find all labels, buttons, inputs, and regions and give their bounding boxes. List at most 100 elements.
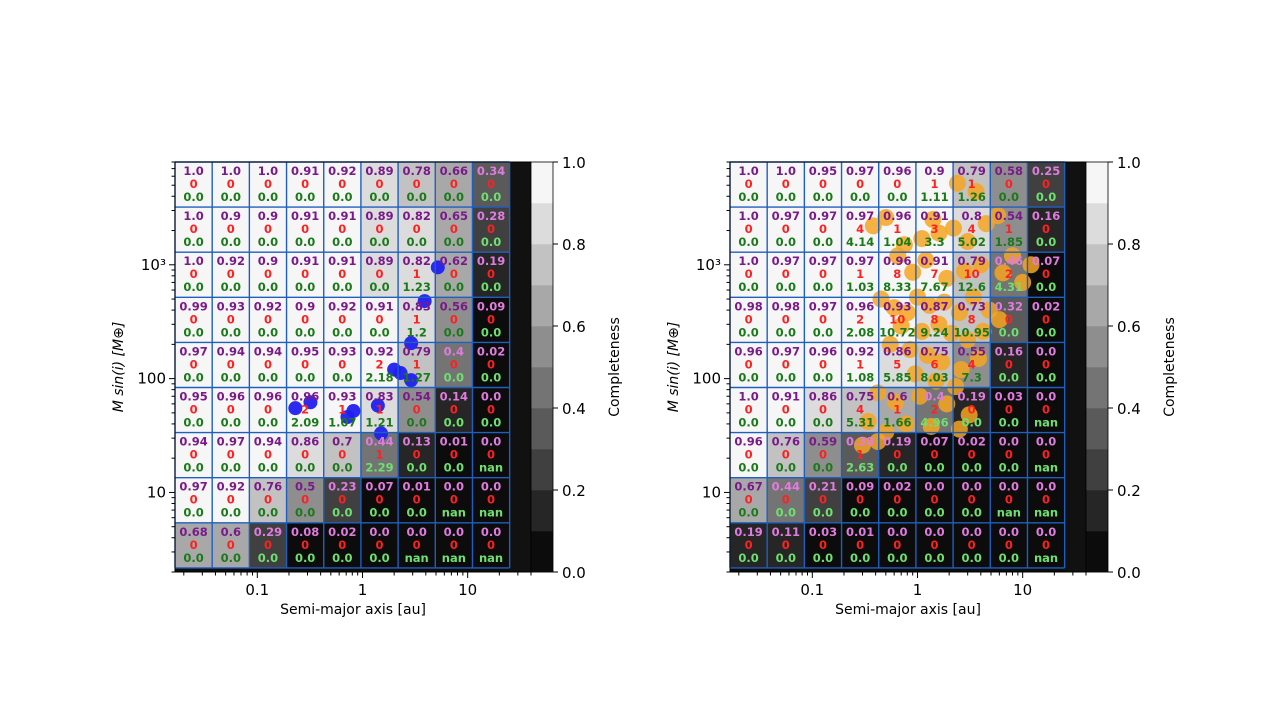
colorbar-tick-label: 0.6	[1117, 318, 1141, 336]
cell-count: 0	[487, 357, 495, 371]
completeness-cell	[730, 252, 768, 298]
cell-completeness: 0.73	[957, 299, 985, 313]
planet-marker	[859, 413, 877, 431]
cell-occurrence: nan	[1034, 551, 1058, 565]
cell-completeness: 0.93	[883, 299, 911, 313]
cell-count: 0	[413, 222, 421, 236]
cell-completeness: 0.89	[365, 209, 393, 223]
cell-occurrence: nan	[479, 551, 503, 565]
cell-occurrence: 0.0	[406, 461, 426, 475]
cell-completeness: 0.96	[254, 390, 282, 404]
cell-completeness: 0.0	[444, 525, 464, 539]
cell-occurrence: 0.0	[999, 416, 1019, 430]
cell-completeness: 0.46	[995, 254, 1023, 268]
cell-count: 0	[782, 267, 790, 281]
cell-count: 0	[375, 177, 383, 191]
completeness-cell	[841, 252, 880, 298]
cell-count: 2	[375, 357, 383, 371]
cell-count: 0	[264, 357, 272, 371]
completeness-cell	[398, 162, 436, 208]
completeness-field	[175, 162, 531, 572]
colorbar-band	[531, 449, 553, 491]
cell-occurrence: 0.0	[369, 551, 389, 565]
cell-occurrence: 0.0	[444, 235, 464, 249]
cell-completeness: 1.0	[738, 390, 758, 404]
cell-count: 0	[190, 403, 198, 417]
cell-occurrence: 0.0	[813, 370, 833, 384]
cell-count: 1	[893, 403, 901, 417]
cell-count: 0	[856, 177, 864, 191]
cell-occurrence: 0.0	[221, 551, 241, 565]
cell-count: 0	[375, 312, 383, 326]
cell-completeness: 0.96	[734, 435, 762, 449]
cell-occurrence: 0.0	[258, 370, 278, 384]
completeness-cell	[398, 252, 436, 298]
cell-occurrence: 0.0	[444, 280, 464, 294]
cell-occurrence: 0.0	[738, 506, 758, 520]
cell-occurrence: 0.0	[258, 325, 278, 339]
cell-completeness: 0.09	[846, 480, 874, 494]
completeness-cell	[212, 162, 250, 208]
cell-count: 0	[450, 448, 458, 462]
cell-occurrence: 0.0	[776, 506, 796, 520]
y-axis: 10 100 10³ M sin(i) [M⊕]	[111, 161, 175, 573]
completeness-cell	[175, 522, 213, 569]
cell-count: 0	[413, 538, 421, 552]
cell-count: 4	[968, 222, 976, 236]
planet-markers	[853, 174, 1040, 454]
cell-count: 0	[227, 403, 235, 417]
cell-completeness: 0.92	[217, 480, 245, 494]
cell-count: 0	[264, 448, 272, 462]
cell-occurrence: 0.0	[776, 235, 796, 249]
cell-occurrence: nan	[442, 506, 466, 520]
planet-marker	[346, 403, 361, 418]
colorbar-frame	[1085, 161, 1109, 573]
cell-completeness: 0.97	[846, 164, 874, 178]
cell-completeness: 0.92	[328, 164, 356, 178]
cell-completeness: 0.94	[254, 344, 282, 358]
colorbar-band	[1086, 408, 1108, 450]
completeness-cell	[730, 477, 768, 524]
cell-occurrence: nan	[479, 461, 503, 475]
colorbar-band	[1086, 285, 1108, 327]
cell-occurrence: 0.0	[481, 416, 501, 430]
completeness-cell	[730, 387, 768, 434]
cell-count: 0	[338, 267, 346, 281]
completeness-cell	[1027, 297, 1066, 343]
cell-occurrence: 0.0	[332, 190, 352, 204]
cell-occurrence: 5.02	[957, 235, 985, 249]
cell-completeness: 0.94	[179, 435, 207, 449]
completeness-cell	[360, 522, 399, 569]
planet-marker	[922, 417, 940, 435]
cell-count: 0	[413, 177, 421, 191]
completeness-cell	[767, 162, 805, 208]
cell-completeness: 0.93	[217, 299, 245, 313]
cell-completeness: 0.92	[846, 344, 874, 358]
cell-occurrence: 0.0	[961, 551, 981, 565]
cell-count: 0	[782, 177, 790, 191]
cell-occurrence: 0.0	[295, 551, 315, 565]
completeness-cell	[175, 297, 213, 343]
cell-completeness: 0.67	[734, 480, 762, 494]
cell-completeness: 0.91	[920, 209, 948, 223]
cell-completeness: 0.0	[999, 480, 1019, 494]
x-tick-label: 10	[458, 581, 477, 599]
cell-completeness: 0.6	[887, 390, 907, 404]
cell-occurrence: 0.0	[221, 461, 241, 475]
planet-marker	[913, 230, 931, 248]
cell-completeness: 0.97	[179, 480, 207, 494]
colorbar-tick-label: 0.2	[562, 482, 586, 500]
cell-completeness: 0.29	[254, 525, 282, 539]
completeness-cell	[286, 162, 325, 208]
cell-occurrence: 2.08	[846, 325, 874, 339]
completeness-cell	[804, 252, 843, 298]
cell-count: 0	[893, 177, 901, 191]
y-axis-label: M sin(i) [M⊕]	[111, 322, 127, 413]
colorbar-tick-label: 0.0	[1117, 564, 1141, 582]
cell-occurrence: 2.18	[365, 370, 393, 384]
cell-occurrence: 0.0	[332, 506, 352, 520]
cell-completeness: 0.0	[999, 525, 1019, 539]
cell-count: 1	[856, 267, 864, 281]
completeness-cell	[249, 522, 288, 569]
completeness-cell	[286, 522, 325, 569]
